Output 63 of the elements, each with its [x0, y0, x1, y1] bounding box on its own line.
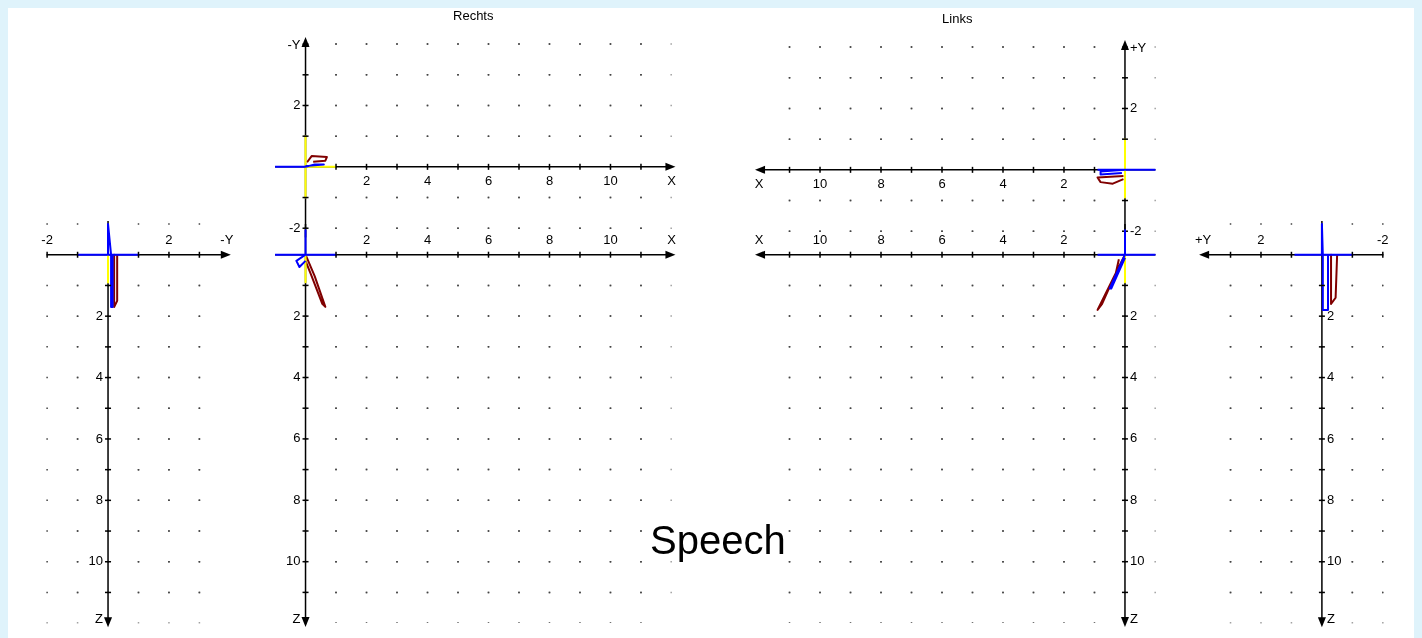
x-axis-title: X [666, 173, 676, 189]
x-tick-label: 4 [999, 232, 1007, 248]
y-tick-label: 8 [1326, 492, 1335, 508]
x-tick-label: 4 [999, 176, 1007, 192]
x-axis-title: -Y [220, 232, 234, 248]
chart-title: Links [942, 10, 973, 26]
y-tick-label: 4 [1326, 369, 1335, 385]
y-tick-label: 2 [95, 307, 104, 323]
y-tick-label: -2 [288, 219, 301, 235]
y-tick-label: 10 [1129, 553, 1145, 569]
x-tick-label: 10 [602, 232, 618, 248]
x-tick-label: 6 [938, 232, 946, 248]
x-tick-label: 6 [484, 173, 492, 189]
x-tick-label: -2 [41, 232, 53, 248]
x-tick-label: 2 [362, 173, 370, 189]
y-tick-label: 4 [95, 369, 104, 385]
x-tick-label: 10 [812, 232, 828, 248]
y-tick-label: 2 [1326, 307, 1335, 323]
x-tick-label: 4 [423, 232, 431, 248]
x-axis-title: +Y [1195, 232, 1212, 248]
x-tick-label: 2 [1060, 176, 1068, 192]
y-axis-title: +Y [1129, 39, 1147, 55]
x-tick-label: 2 [1257, 232, 1265, 248]
x-tick-label: 8 [545, 173, 553, 189]
x-tick-label: 10 [602, 173, 618, 189]
y-tick-label: 2 [292, 97, 301, 113]
x-tick-label: 2 [362, 232, 370, 248]
y-tick-label: 8 [1129, 492, 1138, 508]
y-tick-label: 2 [1129, 307, 1138, 323]
y-tick-label: 6 [1326, 430, 1335, 446]
y-tick-label: 6 [1129, 430, 1138, 446]
y-tick-label: 4 [1129, 369, 1138, 385]
y-tick-label: 8 [95, 492, 104, 508]
x-tick-label: 8 [877, 176, 885, 192]
y-tick-label: 10 [88, 553, 104, 569]
y-tick-label: 2 [292, 307, 301, 323]
x-axis-title: X [754, 176, 764, 192]
x-tick-label: 4 [423, 173, 431, 189]
y-axis-title: Z [292, 610, 301, 626]
x-axis-title: X [754, 232, 764, 248]
y-tick-label: 6 [95, 430, 104, 446]
x-tick-label: -2 [1377, 232, 1389, 248]
x-tick-label: 8 [545, 232, 553, 248]
x-axis-title: X [666, 232, 676, 248]
x-tick-label: 8 [877, 232, 885, 248]
y-tick-label: 2 [1129, 100, 1138, 116]
y-tick-label: 10 [1326, 553, 1342, 569]
x-tick-label: 6 [484, 232, 492, 248]
y-axis-title: Z [95, 610, 104, 626]
y-axis-title: -Y [287, 36, 301, 52]
y-tick-label: 6 [292, 430, 301, 446]
y-tick-label: 8 [292, 492, 301, 508]
y-axis-title: Z [1326, 610, 1335, 626]
x-tick-label: 2 [165, 232, 173, 248]
y-tick-label: -2 [1129, 222, 1142, 238]
chart-title: Rechts [452, 7, 494, 23]
x-tick-label: 2 [1060, 232, 1068, 248]
x-tick-label: 10 [812, 176, 828, 192]
x-tick-label: 6 [938, 176, 946, 192]
annotation: Speech [650, 517, 786, 563]
y-tick-label: 4 [292, 369, 301, 385]
y-tick-label: 10 [285, 553, 301, 569]
y-axis-title: Z [1129, 610, 1138, 626]
